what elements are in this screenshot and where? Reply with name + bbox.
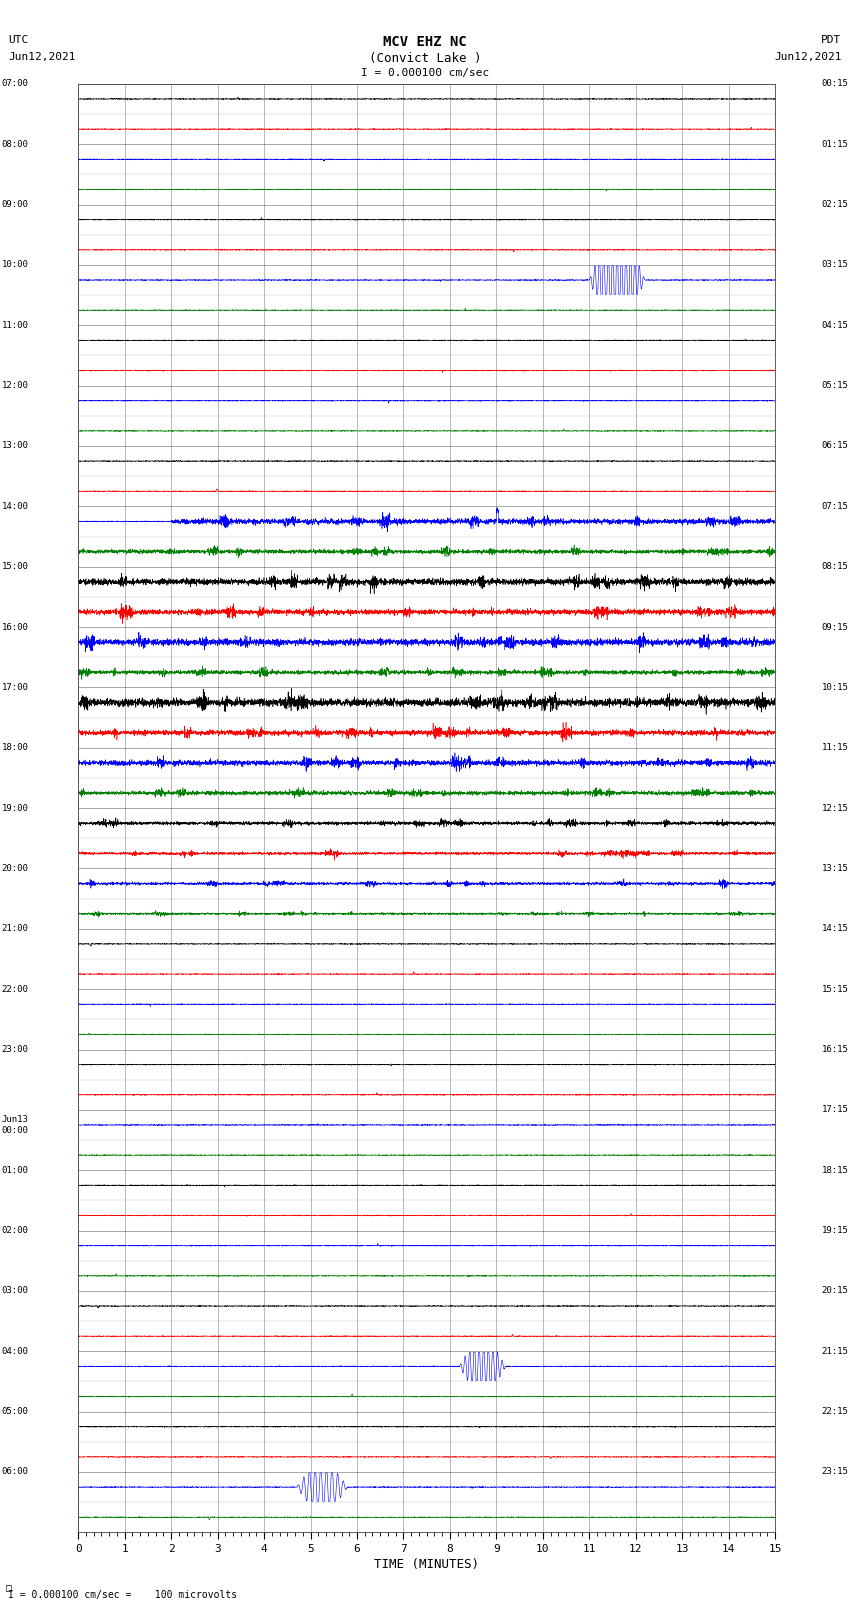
Text: PDT: PDT — [821, 35, 842, 45]
X-axis label: TIME (MINUTES): TIME (MINUTES) — [374, 1558, 479, 1571]
Text: 14:00: 14:00 — [2, 502, 29, 511]
Text: 09:15: 09:15 — [821, 623, 848, 632]
Text: 13:00: 13:00 — [2, 442, 29, 450]
Text: I = 0.000100 cm/sec: I = 0.000100 cm/sec — [361, 68, 489, 77]
Text: 20:15: 20:15 — [821, 1287, 848, 1295]
Text: 00:00: 00:00 — [2, 1126, 29, 1136]
Text: 10:15: 10:15 — [821, 682, 848, 692]
Text: 08:15: 08:15 — [821, 563, 848, 571]
Text: 23:00: 23:00 — [2, 1045, 29, 1053]
Text: 04:15: 04:15 — [821, 321, 848, 329]
Text: □: □ — [6, 1584, 12, 1594]
Text: MCV EHZ NC: MCV EHZ NC — [383, 35, 467, 50]
Text: 21:00: 21:00 — [2, 924, 29, 934]
Text: 22:00: 22:00 — [2, 984, 29, 994]
Text: Jun12,2021: Jun12,2021 — [8, 52, 76, 61]
Text: 08:00: 08:00 — [2, 140, 29, 148]
Text: 19:00: 19:00 — [2, 803, 29, 813]
Text: 18:00: 18:00 — [2, 744, 29, 752]
Text: 00:15: 00:15 — [821, 79, 848, 89]
Text: 03:15: 03:15 — [821, 260, 848, 269]
Text: 22:15: 22:15 — [821, 1407, 848, 1416]
Text: 04:00: 04:00 — [2, 1347, 29, 1357]
Text: 10:00: 10:00 — [2, 260, 29, 269]
Text: 18:15: 18:15 — [821, 1166, 848, 1174]
Text: 03:00: 03:00 — [2, 1287, 29, 1295]
Text: 17:00: 17:00 — [2, 682, 29, 692]
Text: 15:15: 15:15 — [821, 984, 848, 994]
Text: 17:15: 17:15 — [821, 1105, 848, 1115]
Text: 09:00: 09:00 — [2, 200, 29, 210]
Text: 21:15: 21:15 — [821, 1347, 848, 1357]
Text: 19:15: 19:15 — [821, 1226, 848, 1236]
Text: 16:15: 16:15 — [821, 1045, 848, 1053]
Text: 05:00: 05:00 — [2, 1407, 29, 1416]
Text: 05:15: 05:15 — [821, 381, 848, 390]
Text: 07:00: 07:00 — [2, 79, 29, 89]
Text: 02:15: 02:15 — [821, 200, 848, 210]
Text: UTC: UTC — [8, 35, 29, 45]
Text: 06:15: 06:15 — [821, 442, 848, 450]
Text: 11:00: 11:00 — [2, 321, 29, 329]
Text: 16:00: 16:00 — [2, 623, 29, 632]
Text: 11:15: 11:15 — [821, 744, 848, 752]
Text: 12:15: 12:15 — [821, 803, 848, 813]
Text: 13:15: 13:15 — [821, 865, 848, 873]
Text: 01:00: 01:00 — [2, 1166, 29, 1174]
Text: (Convict Lake ): (Convict Lake ) — [369, 52, 481, 65]
Text: 14:15: 14:15 — [821, 924, 848, 934]
Text: 15:00: 15:00 — [2, 563, 29, 571]
Text: I = 0.000100 cm/sec =    100 microvolts: I = 0.000100 cm/sec = 100 microvolts — [8, 1590, 238, 1600]
Text: 12:00: 12:00 — [2, 381, 29, 390]
Text: Jun12,2021: Jun12,2021 — [774, 52, 842, 61]
Text: 23:15: 23:15 — [821, 1468, 848, 1476]
Text: Jun13: Jun13 — [2, 1115, 29, 1124]
Text: 20:00: 20:00 — [2, 865, 29, 873]
Text: 07:15: 07:15 — [821, 502, 848, 511]
Text: 02:00: 02:00 — [2, 1226, 29, 1236]
Text: 06:00: 06:00 — [2, 1468, 29, 1476]
Text: 01:15: 01:15 — [821, 140, 848, 148]
